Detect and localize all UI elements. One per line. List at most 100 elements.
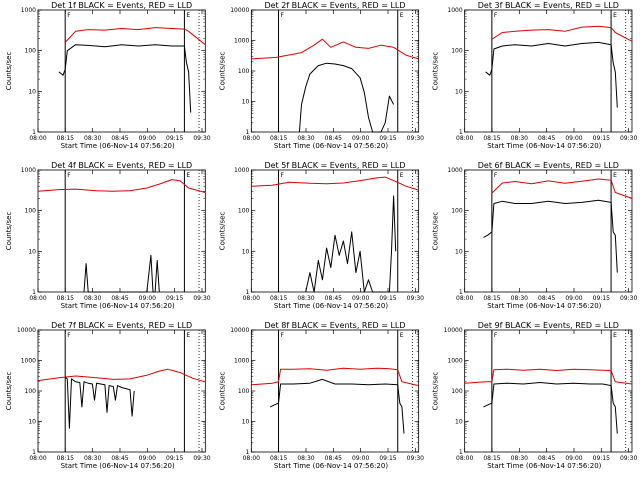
x-tick-label: 09:15 (379, 135, 396, 142)
x-axis-label: Start Time (06-Nov-14 07:56:20) (487, 302, 601, 310)
x-tick-label: 09:00 (565, 135, 582, 142)
panel-title: Det 7f BLACK = Events, RED = LLD (51, 321, 192, 330)
flag-letter: F (494, 12, 498, 19)
panel-title: Det 5f BLACK = Events, RED = LLD (264, 161, 405, 170)
x-tick-label: 08:30 (84, 455, 101, 462)
x-tick-label: 08:45 (538, 455, 555, 462)
y-tick-label: 1000 (447, 7, 462, 14)
x-tick-label: 09:30 (407, 295, 424, 302)
y-tick-label: 10000 (444, 327, 463, 334)
x-tick-label: 09:30 (193, 135, 210, 142)
flag-letter: F (67, 172, 71, 179)
flag-letter: F (494, 332, 498, 339)
detector-panel-5: Det 5f BLACK = Events, RED = LLD 1 10 100 10… (218, 161, 424, 310)
series-line-lld (251, 176, 419, 191)
flag-letter: F (494, 172, 498, 179)
x-tick-label: 08:30 (84, 295, 101, 302)
x-axis-label: Start Time (06-Nov-14 07:56:20) (61, 302, 175, 310)
y-axis-label: Counts/sec (5, 52, 13, 91)
series-line-lld (64, 27, 206, 46)
flag-letter: F (67, 332, 71, 339)
y-tick-label: 10 (242, 248, 250, 255)
series-line-events (485, 41, 618, 108)
y-tick-label: 100 (25, 388, 37, 395)
series-line-events (305, 195, 397, 293)
x-tick-label: 08:15 (483, 455, 500, 462)
y-tick-label: 1 (459, 449, 463, 456)
x-tick-label: 08:00 (456, 455, 473, 462)
x-axis-label: Start Time (06-Nov-14 07:56:20) (274, 302, 388, 310)
flag-letter: E (186, 12, 190, 19)
y-tick-label: 100 (451, 48, 463, 55)
x-tick-label: 09:00 (139, 295, 156, 302)
flag-letter: F (281, 332, 285, 339)
panel-title: Det 2f BLACK = Events, RED = LLD (264, 1, 405, 10)
flag-letter: E (186, 172, 190, 179)
x-axis-label: Start Time (06-Nov-14 07:56:20) (61, 462, 175, 470)
y-tick-label: 1 (246, 129, 250, 136)
y-tick-label: 100 (238, 68, 250, 75)
x-tick-label: 08:00 (243, 295, 260, 302)
x-axis-label: Start Time (06-Nov-14 07:56:20) (61, 142, 175, 150)
x-tick-label: 08:45 (538, 295, 555, 302)
x-tick-label: 09:30 (620, 455, 637, 462)
x-tick-label: 08:45 (325, 295, 342, 302)
x-tick-label: 08:45 (111, 135, 128, 142)
flag-letter: E (613, 172, 617, 179)
x-tick-label: 08:15 (483, 135, 500, 142)
y-tick-label: 10 (455, 248, 463, 255)
x-tick-label: 09:00 (565, 295, 582, 302)
y-tick-label: 10 (455, 419, 463, 426)
series-line-events (269, 378, 405, 434)
y-axis-label: Counts/sec (218, 212, 226, 251)
x-tick-label: 09:00 (565, 455, 582, 462)
plot-frame (464, 9, 633, 133)
x-tick-label: 08:45 (325, 455, 342, 462)
y-tick-label: 1000 (234, 38, 249, 45)
flag-letter: E (613, 332, 617, 339)
y-tick-label: 10 (242, 99, 250, 106)
series-line-lld (491, 25, 633, 42)
x-tick-label: 08:00 (456, 295, 473, 302)
x-tick-label: 08:00 (243, 135, 260, 142)
x-tick-label: 08:45 (111, 295, 128, 302)
detector-panel-3: Det 3f BLACK = Events, RED = LLD 1 10 100 10… (432, 1, 638, 150)
y-tick-label: 1 (32, 129, 36, 136)
x-tick-label: 09:30 (407, 455, 424, 462)
y-tick-label: 1000 (234, 358, 249, 365)
panel-title: Det 8f BLACK = Events, RED = LLD (264, 321, 405, 330)
x-tick-label: 09:00 (352, 455, 369, 462)
y-axis-label: Counts/sec (218, 372, 226, 411)
y-tick-label: 100 (238, 388, 250, 395)
y-tick-label: 1 (32, 449, 36, 456)
x-tick-label: 09:15 (166, 295, 183, 302)
x-tick-label: 08:30 (511, 135, 528, 142)
series-line-events (64, 376, 135, 429)
y-tick-label: 100 (25, 208, 37, 215)
plot-frame (37, 9, 206, 133)
plot-frame (464, 329, 633, 453)
panel-title: Det 4f BLACK = Events, RED = LLD (51, 161, 192, 170)
x-tick-label: 08:15 (57, 135, 74, 142)
x-tick-label: 08:15 (57, 295, 74, 302)
detector-panel-4: Det 4f BLACK = Events, RED = LLD 1 10 100 10… (5, 161, 211, 310)
x-tick-label: 09:15 (166, 135, 183, 142)
plot-frame (250, 9, 420, 133)
y-axis-label: Counts/sec (432, 52, 440, 91)
panel-title: Det 9f BLACK = Events, RED = LLD (478, 321, 619, 330)
flag-letter: E (186, 332, 190, 339)
y-tick-label: 1000 (21, 167, 36, 174)
y-axis-label: Counts/sec (432, 212, 440, 251)
series-line-lld (464, 368, 633, 385)
x-tick-label: 08:00 (29, 455, 46, 462)
x-tick-label: 08:30 (84, 135, 101, 142)
y-tick-label: 10 (28, 419, 36, 426)
x-tick-label: 08:00 (29, 295, 46, 302)
x-tick-label: 09:00 (352, 295, 369, 302)
y-tick-label: 10 (455, 88, 463, 95)
detector-panel-9: Det 9f BLACK = Events, RED = LLD 1 10 100 10… (432, 321, 638, 470)
panel-title: Det 3f BLACK = Events, RED = LLD (478, 1, 619, 10)
plot-frame (37, 329, 206, 453)
y-tick-label: 1000 (21, 7, 36, 14)
x-tick-label: 09:30 (620, 295, 637, 302)
